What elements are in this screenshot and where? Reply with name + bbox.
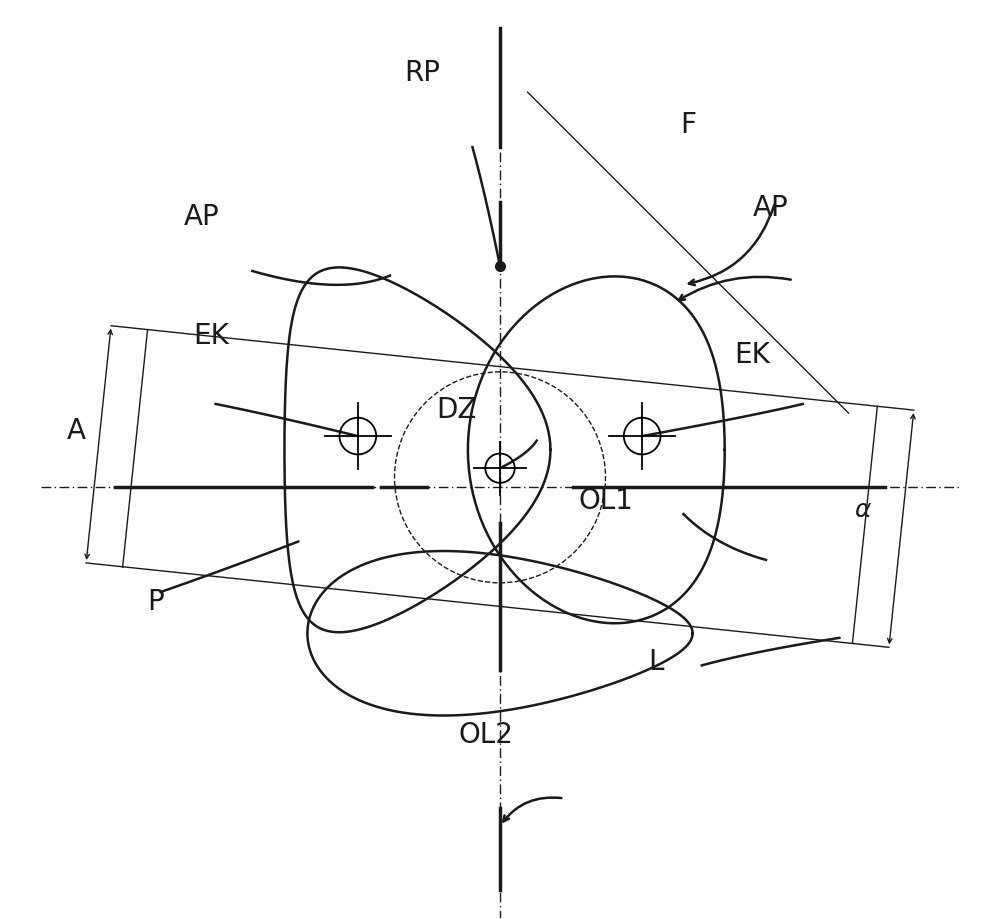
Text: AP: AP bbox=[753, 194, 788, 221]
Text: OL2: OL2 bbox=[459, 720, 514, 748]
Text: AP: AP bbox=[184, 203, 220, 231]
Text: L: L bbox=[648, 647, 664, 675]
Text: P: P bbox=[148, 587, 164, 616]
Text: OL1: OL1 bbox=[578, 487, 633, 515]
Text: RP: RP bbox=[404, 59, 440, 86]
Text: A: A bbox=[67, 416, 86, 444]
Text: DZ: DZ bbox=[436, 395, 476, 423]
Text: EK: EK bbox=[734, 340, 770, 369]
Text: F: F bbox=[680, 111, 696, 139]
Text: EK: EK bbox=[193, 322, 229, 350]
Text: α: α bbox=[854, 498, 871, 522]
